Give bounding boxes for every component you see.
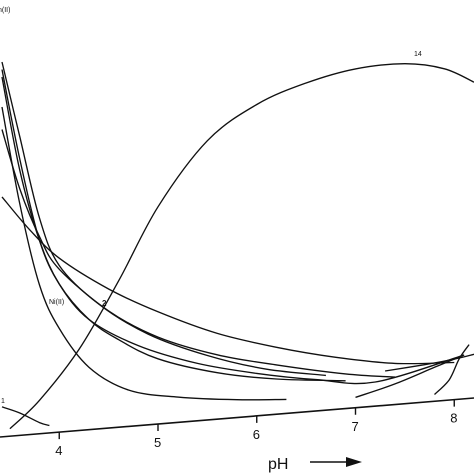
series-line-8 <box>1 406 50 427</box>
curve-label-2: 2 <box>102 299 107 308</box>
x-tick-label: 6 <box>253 427 260 442</box>
curve-label-1: 1 <box>1 398 5 405</box>
curves-group <box>1 61 474 430</box>
series-line-3 <box>1 129 396 378</box>
x-axis-ticks: 4 5 6 7 8 <box>55 399 457 458</box>
series-line-5 <box>1 69 346 382</box>
curve-label-mn: n(II) <box>0 7 10 14</box>
series-line-4 <box>1 196 455 365</box>
series-line-6 <box>1 61 326 377</box>
x-tick-label: 5 <box>154 435 161 450</box>
x-tick-label: 7 <box>352 419 359 434</box>
x-axis-label: pH <box>268 456 288 473</box>
x-axis-line <box>0 397 474 438</box>
series-line-11 <box>384 353 474 372</box>
curve-label-14: 14 <box>414 51 422 58</box>
x-tick-label: 8 <box>450 411 457 426</box>
series-line-1 <box>1 106 287 401</box>
x-axis-arrow <box>310 457 362 467</box>
curve-label-ni: Ni(II) <box>49 299 64 306</box>
series-line-2 <box>1 76 465 385</box>
series-line-10 <box>434 344 470 395</box>
series-line-7 <box>9 63 474 430</box>
x-tick-label: 4 <box>55 443 62 458</box>
curve-labels-group: n(II) 14 Ni(II) 2 1 <box>0 7 422 405</box>
